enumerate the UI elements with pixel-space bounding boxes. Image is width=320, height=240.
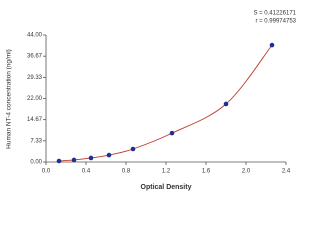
background <box>0 0 300 200</box>
x-axis-label: Optical Density <box>141 184 192 191</box>
x-tick-label: 1.2 <box>162 169 171 175</box>
x-tick-label: 0.0 <box>42 169 51 175</box>
point <box>71 157 77 163</box>
point <box>88 155 94 161</box>
chart: S = 0.41226171 r = 0.99974753 Optical De… <box>0 0 300 200</box>
annotation: r = 0.99974753 <box>255 19 296 25</box>
point <box>169 130 175 136</box>
x-tick-label: 0.4 <box>82 169 91 175</box>
x-tick-label: 0.8 <box>122 169 131 175</box>
y-tick-label: 7.33 <box>30 138 42 144</box>
y-tick-label: 36.67 <box>27 54 43 60</box>
x-tick-label: 1.6 <box>202 169 211 175</box>
y-tick-label: 0.00 <box>30 160 42 166</box>
y-tick-label: 44.00 <box>27 33 43 39</box>
y-axis-label: Human NT-4 concentration (ng/ml) <box>6 49 13 149</box>
point <box>130 146 136 152</box>
x-tick-label: 2.0 <box>242 169 251 175</box>
point <box>56 158 62 164</box>
x-tick-label: 2.4 <box>282 169 291 175</box>
annotation: S = 0.41226171 <box>253 11 296 17</box>
point <box>106 152 112 158</box>
point <box>269 42 275 48</box>
y-tick-label: 14.67 <box>27 117 43 123</box>
y-tick-label: 22.00 <box>27 96 43 102</box>
point <box>223 101 229 107</box>
y-tick-label: 29.33 <box>27 75 43 81</box>
